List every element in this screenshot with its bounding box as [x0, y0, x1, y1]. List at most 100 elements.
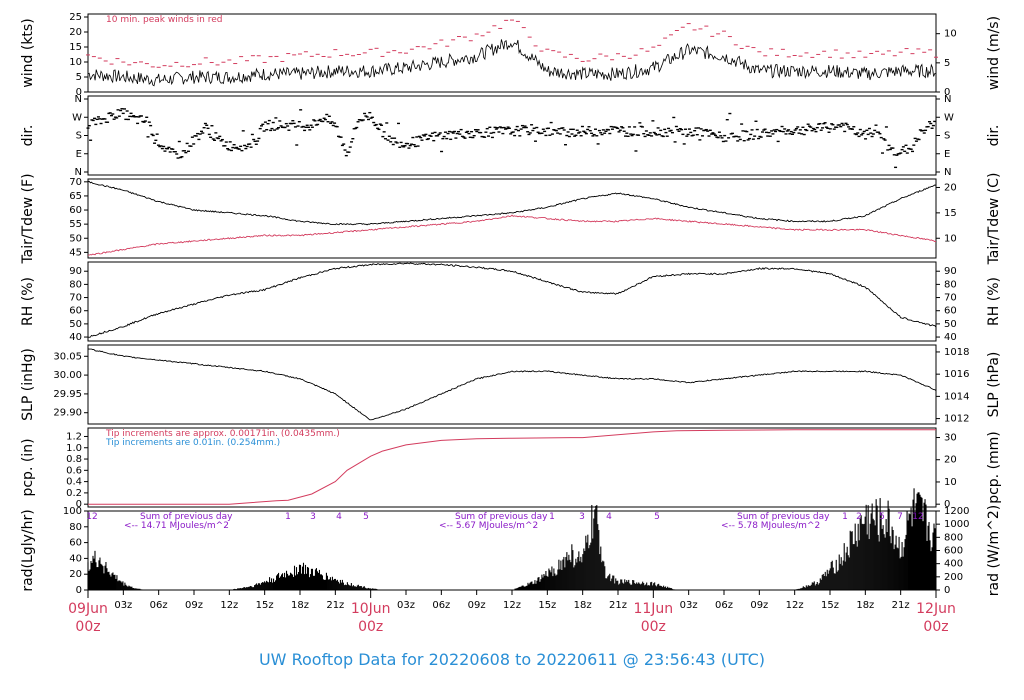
- y-tick-label: 0.6: [66, 465, 82, 476]
- x-tick-label: 21z: [326, 600, 344, 611]
- y-axis-label-right: SLP (hPa): [986, 352, 1002, 418]
- y-tick-label: 0: [76, 585, 82, 596]
- hour-mark: 4: [606, 512, 612, 522]
- y-tick-label: 29.95: [53, 389, 82, 400]
- y-tick-label: 1.0: [66, 443, 82, 454]
- tip-note-1: Tip increments are approx. 0.00171in. (0…: [105, 429, 340, 439]
- y-axis-label-right: rad (W/m^2): [986, 505, 1002, 596]
- y-tick-label-right: 80: [944, 279, 957, 290]
- y-tick-label: 100: [63, 506, 82, 517]
- x-tick-label: 09z: [185, 600, 203, 611]
- panel-frame: [87, 95, 937, 176]
- y-tick-label: 5: [76, 72, 82, 83]
- hour-mark: 7: [897, 512, 903, 522]
- y-tick-label: 80: [69, 522, 82, 533]
- y-tick-label-right: 10: [944, 233, 957, 244]
- y-tick-label: 65: [69, 191, 82, 202]
- y-axis-label: wind (kts): [20, 18, 36, 87]
- y-tick-label: 1.2: [66, 431, 82, 442]
- panel-6: rad(Lgly/hr) rad (W/m^2)02040608010002004…: [20, 488, 1002, 596]
- y-tick-label-right: 90: [944, 266, 957, 277]
- x-tick-label: 15z: [256, 600, 274, 611]
- y-tick-label-right: 1014: [944, 391, 969, 402]
- hour-mark: 5: [654, 512, 660, 522]
- y-tick-label: 10: [69, 57, 82, 68]
- hour-mark: 1: [549, 512, 555, 522]
- x-tick-label: 21z: [609, 600, 627, 611]
- y-tick-label: 0: [76, 499, 82, 510]
- y-tick-label: N: [75, 167, 82, 178]
- x-tick-label: 03z: [114, 600, 132, 611]
- series-line-1: [87, 214, 936, 256]
- date-time-label: 00z: [75, 619, 100, 635]
- y-tick-label-right: 1018: [944, 347, 969, 358]
- y-tick-label-right: 1016: [944, 369, 969, 380]
- y-tick-label-right: W: [944, 112, 954, 123]
- panel-4: SLP (inHg) SLP (hPa) 29.90 29.95 30.00 30.05 1…: [20, 344, 1002, 425]
- y-axis-label-right: wind (m/s): [986, 16, 1002, 90]
- x-tick-label: 09z: [750, 600, 768, 611]
- panel-0: wind (kts) wind (m/s) 0 5 10 15 20 25 0 5 10: [20, 12, 1002, 98]
- y-tick-label: 0.4: [66, 477, 82, 488]
- x-tick-label: 12z: [503, 600, 521, 611]
- panel-frame: [87, 427, 937, 508]
- y-tick-label: S: [76, 131, 82, 142]
- y-tick-label-right: 70: [944, 293, 957, 304]
- hour-mark: 3: [310, 512, 316, 522]
- hour-mark: 4: [336, 512, 342, 522]
- wind-annotation: 10 min. peak winds in red: [106, 15, 223, 25]
- y-tick-label-right: E: [944, 149, 950, 160]
- y-tick-label-right: 1000: [944, 519, 969, 530]
- x-tick-label: 12z: [220, 600, 238, 611]
- x-tick-label: 06z: [715, 600, 733, 611]
- y-tick-label-right: 60: [944, 306, 957, 317]
- panel-1: dir. dir.N NE ES SW WN N: [20, 94, 1002, 178]
- x-tick-label: 06z: [150, 600, 168, 611]
- x-tick-label: 03z: [397, 600, 415, 611]
- x-tick-label: 18z: [574, 600, 592, 611]
- y-tick-label: 15: [69, 42, 82, 53]
- y-axis-label-right: Tair/Tdew (C): [986, 173, 1002, 266]
- wind-series-line: [87, 39, 937, 87]
- y-tick-label-right: 1200: [944, 506, 969, 517]
- panel-3: RH (%) RH (%) 40 50 60 70 80 90 40 50 60 70 80 90: [20, 261, 1002, 343]
- y-tick-label-right: 10: [944, 29, 957, 40]
- hour-mark: 5: [879, 512, 885, 522]
- y-tick-label: 40: [69, 553, 82, 564]
- y-tick-label: 45: [69, 247, 82, 258]
- hour-mark: 12: [912, 512, 923, 522]
- date-label: 09Jun: [68, 601, 108, 617]
- y-tick-label: 60: [69, 306, 82, 317]
- x-tick-label: 06z: [432, 600, 450, 611]
- y-tick-label-right: 20: [944, 182, 957, 193]
- date-label: 12Jun: [916, 601, 956, 617]
- y-tick-label: 25: [69, 12, 82, 23]
- panel-frame: [87, 13, 937, 93]
- y-tick-label-right: 15: [944, 208, 957, 219]
- y-tick-label: 70: [69, 293, 82, 304]
- y-tick-label: 80: [69, 279, 82, 290]
- y-tick-label: 0.2: [66, 488, 82, 499]
- daily-sum-title: Sum of previous day: [737, 512, 830, 522]
- hour-mark: 3: [579, 512, 585, 522]
- y-tick-label: 30.05: [53, 351, 82, 362]
- y-tick-label: 60: [69, 538, 82, 549]
- y-axis-label-right: RH (%): [986, 277, 1002, 326]
- y-tick-label: 0.8: [66, 454, 82, 465]
- precip-line: [88, 429, 936, 505]
- y-axis-label-right: pcp. (mm): [986, 431, 1002, 504]
- y-tick-label-right: 5: [944, 58, 950, 69]
- hour-mark: 1: [285, 512, 291, 522]
- tip-note-2: Tip increments are 0.01in. (0.254mm.): [105, 438, 280, 448]
- y-axis-label: SLP (inHg): [20, 348, 36, 421]
- y-tick-label-right: N: [944, 94, 951, 105]
- y-tick-label: 55: [69, 219, 82, 230]
- x-axis: 03z 06z 09z 12z 15z 18z 21z 03z 06z 09z 12z 15z 18z 2…: [68, 590, 956, 635]
- x-tick-label: 12z: [786, 600, 804, 611]
- series-line-0: [87, 348, 937, 421]
- y-tick-label-right: 10: [944, 477, 957, 488]
- footer-title: UW Rooftop Data for 20220608 to 20220611…: [259, 650, 765, 669]
- y-axis-label: RH (%): [20, 277, 36, 326]
